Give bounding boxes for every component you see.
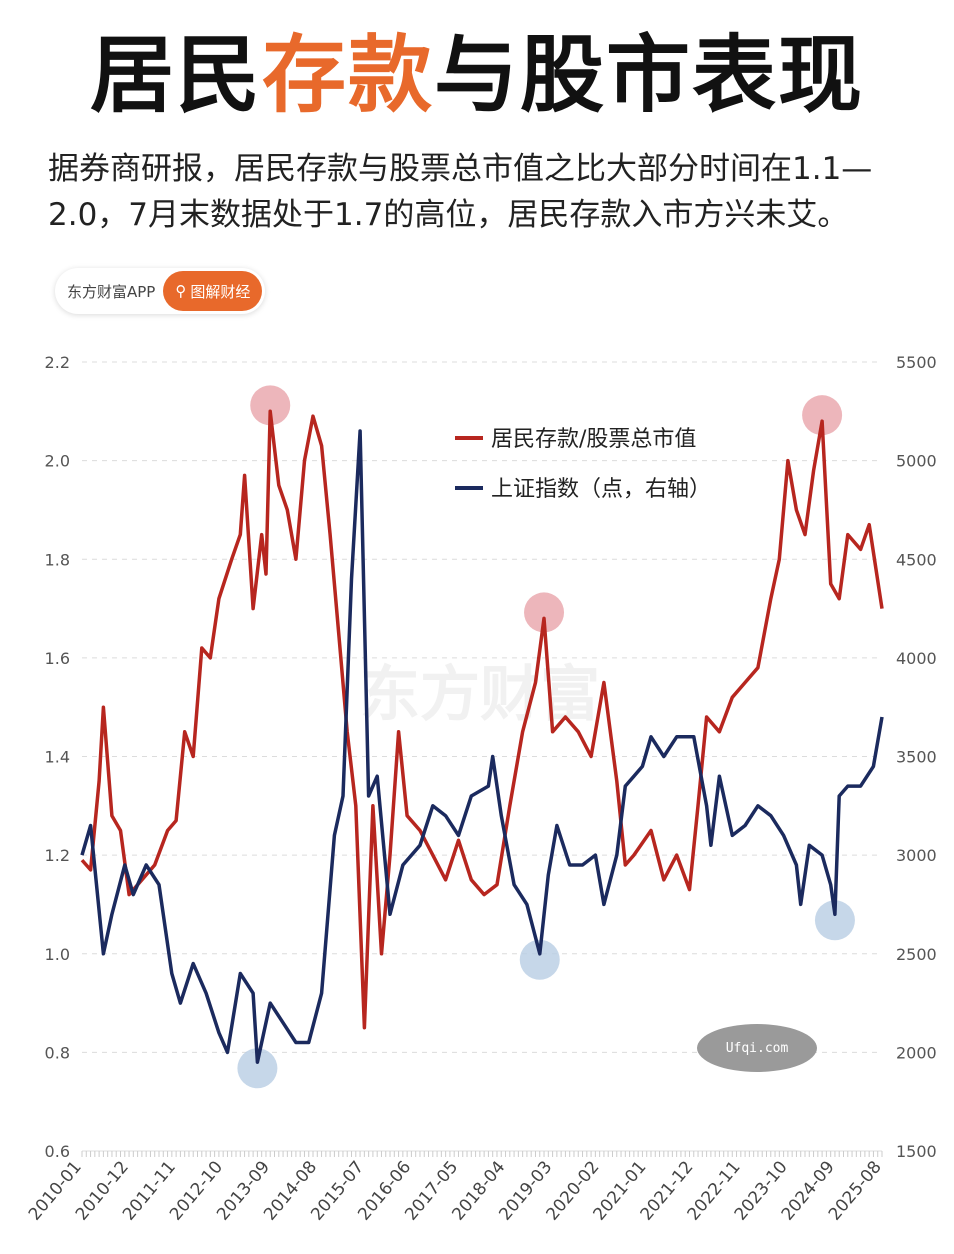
page-title: 居民存款与股市表现 <box>0 8 954 129</box>
title-part: 居民 <box>89 26 262 124</box>
y-left-tick-label: 1.8 <box>45 550 70 569</box>
y-right-tick-label: 3500 <box>896 748 937 767</box>
legend-label: 上证指数（点，右轴） <box>491 477 711 502</box>
source-badge: 东方财富APP ⚲ 图解财经 <box>55 268 266 314</box>
y-right-tick-label: 4000 <box>896 649 937 668</box>
highlight-circle <box>802 395 843 436</box>
y-right-tick-label: 3000 <box>896 846 937 865</box>
search-icon: ⚲ <box>175 282 187 300</box>
y-right-tick-label: 2500 <box>896 945 937 964</box>
y-left-tick-label: 2.0 <box>45 452 70 471</box>
highlight-circle <box>814 900 855 941</box>
title-part: 与股市表现 <box>434 26 865 124</box>
y-left-tick-label: 1.4 <box>45 748 70 767</box>
highlight-circle <box>519 939 560 980</box>
subtitle: 据券商研报，居民存款与股票总市值之比大部分时间在1.1—2.0，7月末数据处于1… <box>48 151 873 233</box>
y-left-tick-label: 0.8 <box>45 1043 70 1062</box>
y-left-tick-label: 1.6 <box>45 649 70 668</box>
y-left-tick-label: 1.2 <box>45 846 70 865</box>
series-line-index <box>80 429 884 1064</box>
y-right-tick-label: 2000 <box>896 1043 937 1062</box>
y-right-tick-label: 5000 <box>896 452 937 471</box>
y-left-tick-label: 0.6 <box>45 1142 70 1161</box>
illustrated-finance-button[interactable]: ⚲ 图解财经 <box>163 271 263 311</box>
button-label: 图解财经 <box>190 282 251 301</box>
y-left-tick-label: 2.2 <box>45 353 70 372</box>
corner-watermark: Ufqi.com <box>697 1024 817 1072</box>
y-right-tick-label: 4500 <box>896 550 937 569</box>
highlight-circle <box>250 385 291 426</box>
y-left-tick-label: 1.0 <box>45 945 70 964</box>
title-highlight: 存款 <box>261 26 434 124</box>
highlight-circle <box>237 1048 278 1089</box>
legend-label: 居民存款/股票总市值 <box>491 427 696 452</box>
y-right-tick-label: 1500 <box>896 1142 937 1161</box>
highlight-circle <box>524 592 565 633</box>
center-watermark: 东方财富 <box>360 660 600 730</box>
y-right-tick-label: 5500 <box>896 353 937 372</box>
source-label: 东方财富APP <box>67 282 156 301</box>
